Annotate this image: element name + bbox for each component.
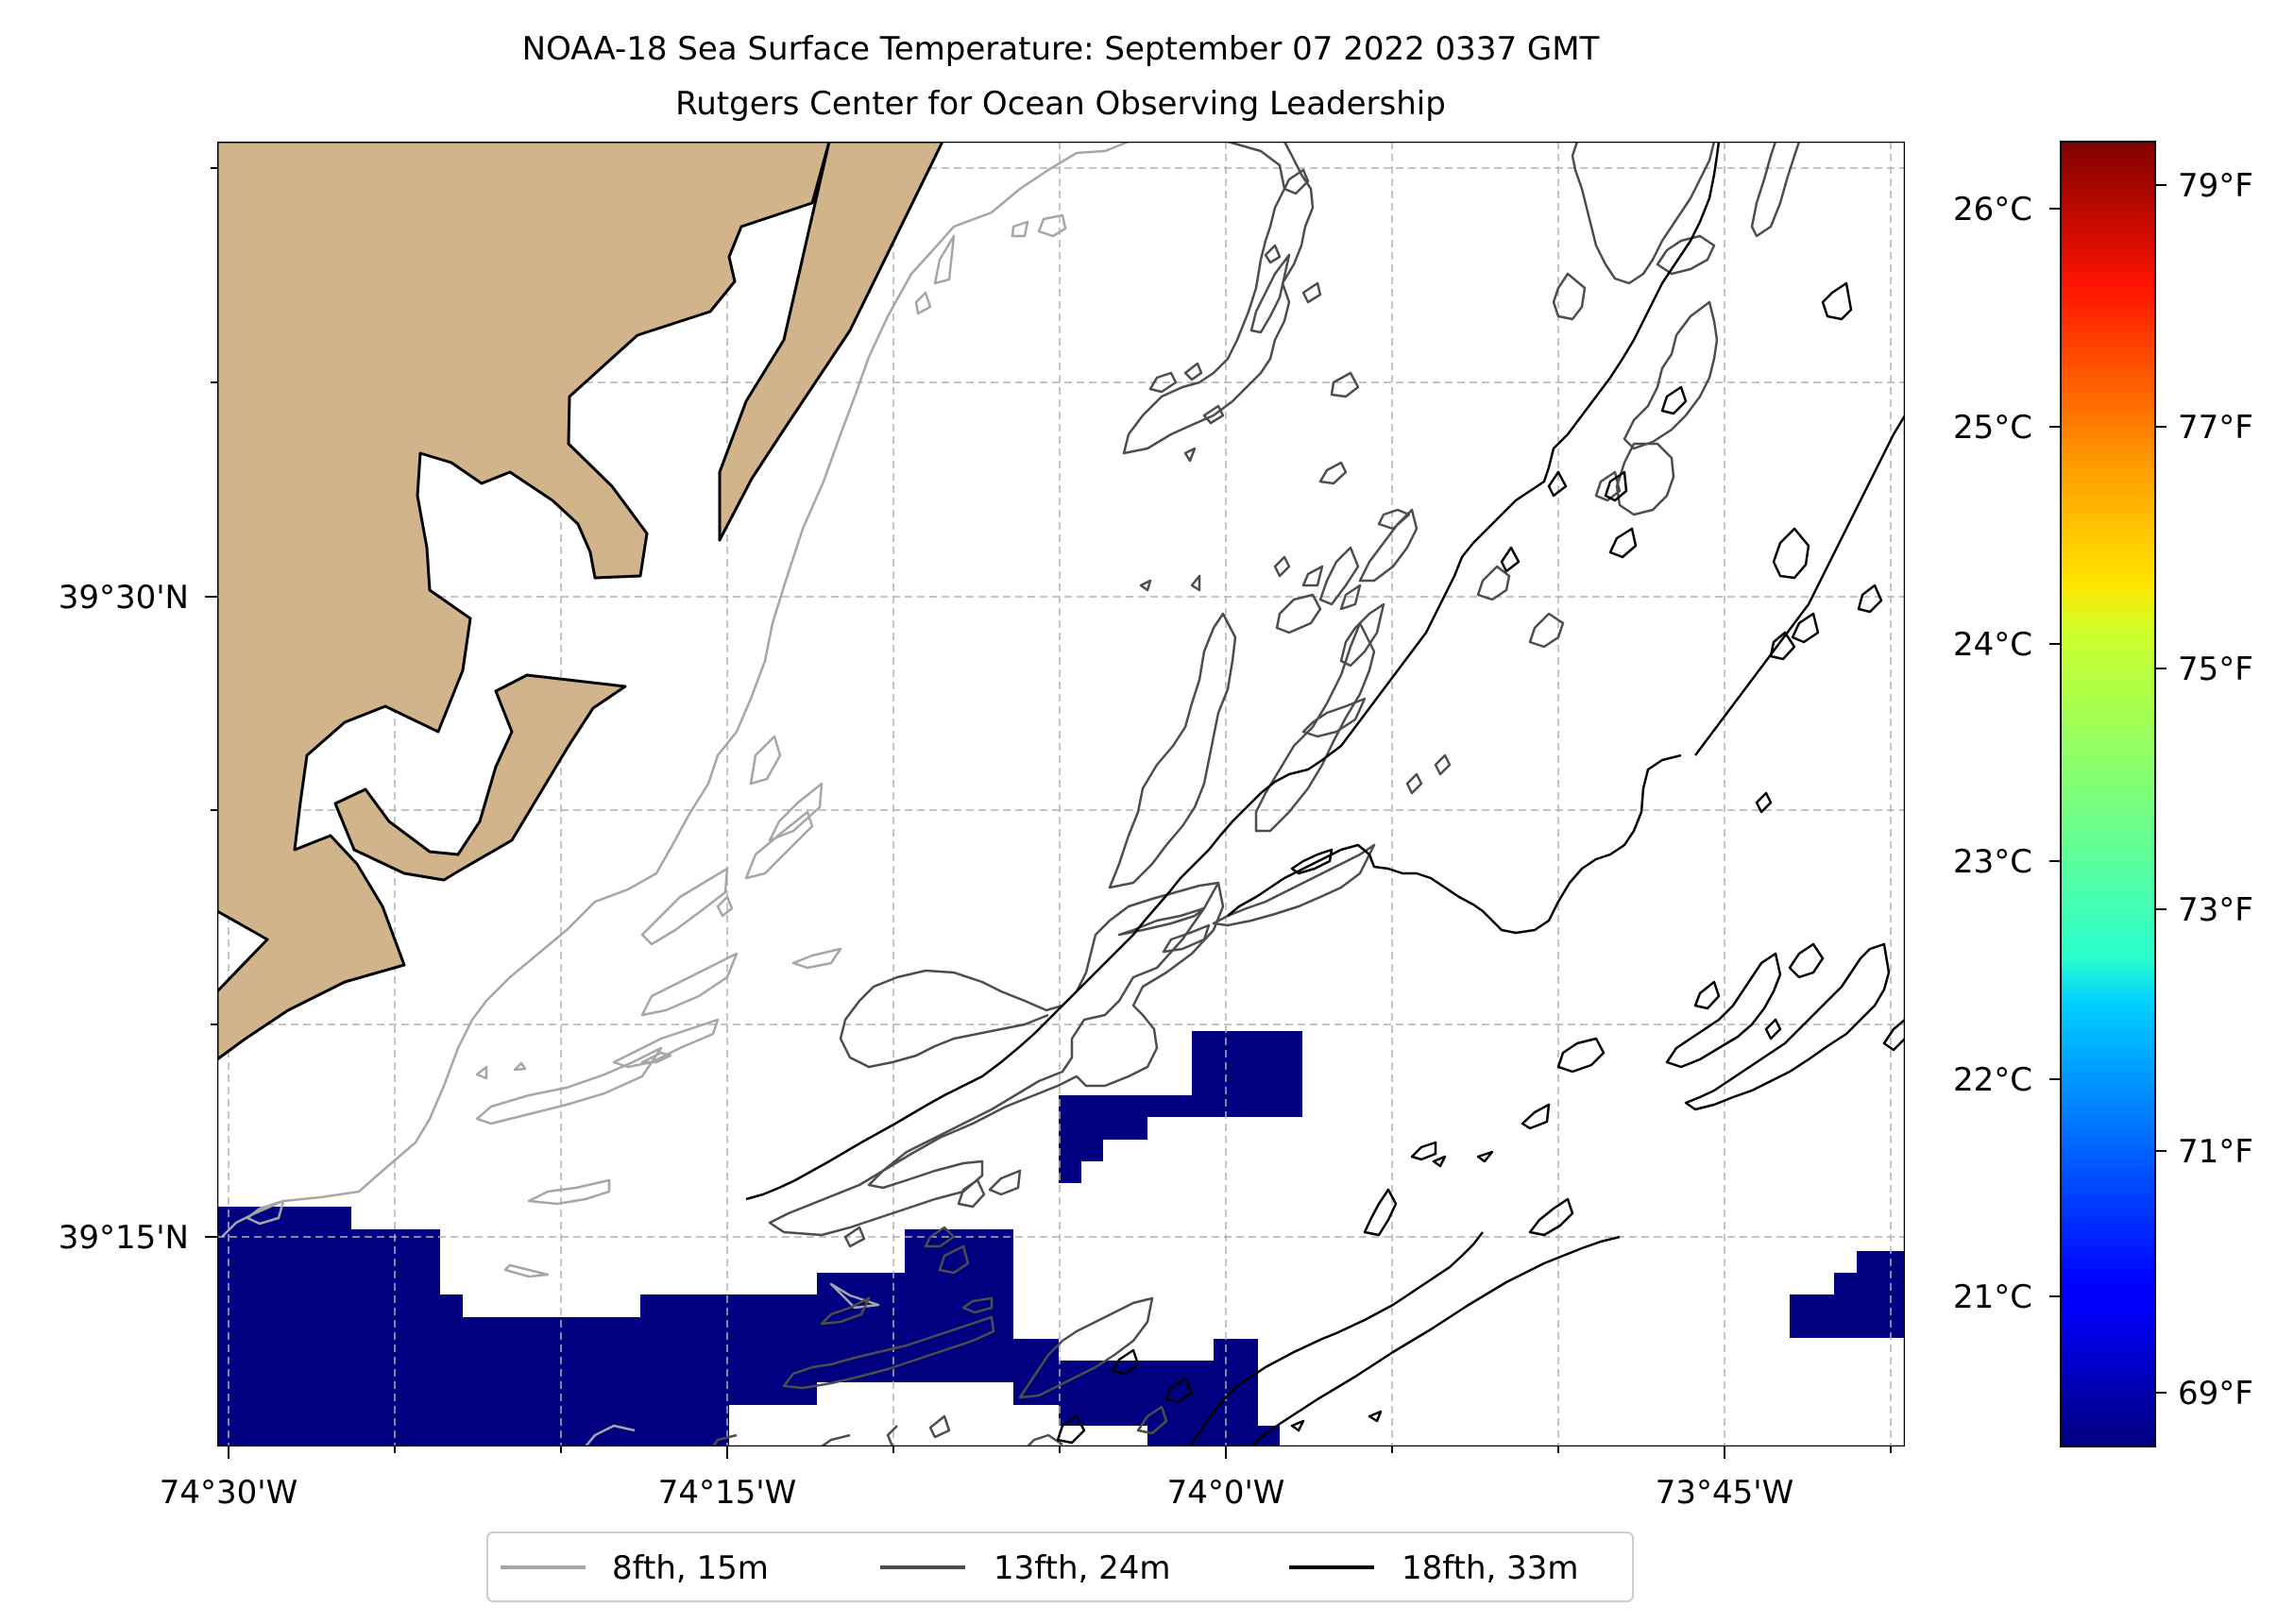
- colorbar-c-22: 22°C: [1953, 1061, 2032, 1099]
- axis-ticks: [205, 167, 1892, 1459]
- gridlines: [217, 142, 1905, 1446]
- map-panel: [217, 142, 1905, 1446]
- lon-label-73-45w: 73°45'W: [1656, 1474, 1794, 1512]
- lon-label-74-0w: 74°0'W: [1167, 1474, 1285, 1512]
- land: [217, 142, 944, 1061]
- colorbar-f-73: 73°F: [2178, 891, 2253, 929]
- colorbar-c-26: 26°C: [1953, 191, 2032, 228]
- sst-pixels: [217, 1031, 1905, 1446]
- contour-8fth: [221, 142, 1130, 1446]
- legend-label-8fth: 8fth, 15m: [612, 1549, 769, 1587]
- colorbar-f-71: 71°F: [2178, 1133, 2253, 1171]
- colorbar-gradient: [2060, 141, 2156, 1447]
- colorbar-c-21: 21°C: [1953, 1278, 2032, 1316]
- colorbar-f-79: 79°F: [2178, 167, 2253, 205]
- contour-13fth: [711, 142, 1801, 1446]
- title-line-2: Rutgers Center for Ocean Observing Leade…: [675, 85, 1446, 123]
- colorbar-c-25: 25°C: [1953, 409, 2032, 447]
- landmass-barrier-island: [718, 142, 944, 542]
- landmass-peninsula: [333, 673, 627, 882]
- contour-18fth: [745, 142, 1905, 1446]
- lat-label-39-30n: 39°30'N: [59, 579, 189, 617]
- colorbar-c-23: 23°C: [1953, 843, 2032, 881]
- lon-label-74-15w: 74°15'W: [658, 1474, 797, 1512]
- colorbar-f-75: 75°F: [2178, 651, 2253, 688]
- lat-label-39-15n: 39°15'N: [59, 1219, 189, 1257]
- colorbar-f-77: 77°F: [2178, 409, 2253, 447]
- legend-label-18fth: 18fth, 33m: [1402, 1549, 1579, 1587]
- colorbar-celsius-ticks: [2049, 208, 2061, 1297]
- colorbar-c-24: 24°C: [1953, 626, 2032, 664]
- lon-label-74-30w: 74°30'W: [160, 1474, 298, 1512]
- colorbar-f-69: 69°F: [2178, 1375, 2253, 1413]
- landmass-mainland: [217, 142, 831, 1061]
- legend: 8fth, 15m 13fth, 24m 18fth, 33m: [486, 1531, 1634, 1602]
- colorbar-fahrenheit-ticks: [2155, 184, 2167, 1394]
- legend-label-13fth: 13fth, 24m: [994, 1549, 1171, 1587]
- legend-box: [486, 1531, 1634, 1602]
- title-line-1: NOAA-18 Sea Surface Temperature: Septemb…: [522, 30, 1600, 68]
- colorbar: 26°C 25°C 24°C 23°C 22°C 21°C 79°F 77°F …: [1953, 141, 2253, 1447]
